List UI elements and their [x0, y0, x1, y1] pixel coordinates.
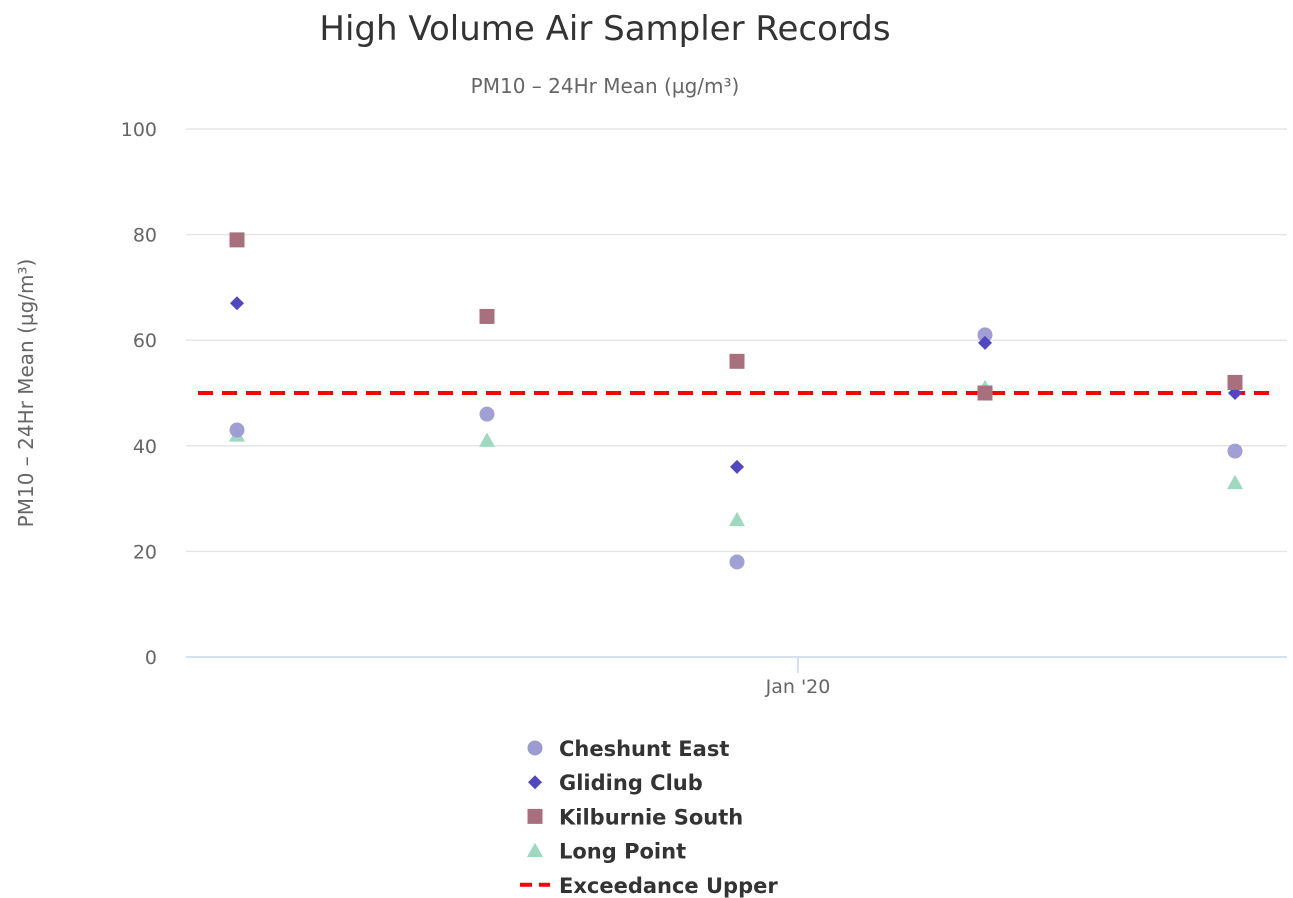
point-long-point-5: [1227, 474, 1243, 490]
point-kilburnie-south-4: [977, 385, 993, 401]
data-points: [229, 232, 1243, 570]
y-tick-0: 0: [145, 647, 157, 669]
y-tick-labels: 0 20 40 60 80 100: [121, 119, 157, 669]
chart-subtitle: PM10 – 24Hr Mean (µg/m³): [471, 74, 740, 98]
point-kilburnie-south-5: [1227, 374, 1243, 390]
legend-label-gliding-club: Gliding Club: [559, 771, 703, 795]
legend-label-kilburnie-south: Kilburnie South: [559, 805, 743, 829]
point-cheshunt-east-5: [1227, 443, 1243, 459]
point-cheshunt-east-1: [229, 422, 245, 438]
point-gliding-club-3: [730, 459, 744, 474]
y-tick-80: 80: [133, 225, 157, 247]
x-tick-label: Jan '20: [765, 676, 831, 698]
y-tick-60: 60: [133, 330, 157, 352]
point-gliding-club-4: [978, 335, 992, 350]
chart-title: High Volume Air Sampler Records: [319, 9, 890, 49]
point-kilburnie-south-2: [479, 308, 495, 324]
y-axis-title: PM10 – 24Hr Mean (µg/m³): [14, 259, 38, 528]
legend-label-exceedance-upper: Exceedance Upper: [559, 874, 778, 898]
legend[interactable]: Cheshunt East Gliding Club Kilburnie South…: [520, 737, 778, 898]
point-cheshunt-east-3: [729, 554, 745, 570]
point-long-point-3: [729, 511, 745, 527]
x-axis: Jan '20: [765, 657, 831, 698]
y-tick-40: 40: [133, 436, 157, 458]
y-tick-20: 20: [133, 541, 157, 563]
legend-symbol-gliding-club: [528, 775, 542, 790]
legend-symbol-cheshunt-east: [527, 740, 543, 756]
point-long-point-2: [479, 432, 495, 447]
point-kilburnie-south-3: [729, 353, 745, 369]
point-gliding-club-1: [230, 296, 244, 311]
point-kilburnie-south-1: [229, 232, 245, 248]
legend-label-cheshunt-east: Cheshunt East: [559, 737, 729, 761]
legend-symbol-long-point: [527, 842, 543, 857]
grid-lines: [186, 128, 1287, 658]
point-cheshunt-east-2: [479, 406, 495, 422]
legend-symbol-kilburnie-south: [527, 808, 543, 824]
y-tick-100: 100: [121, 119, 157, 141]
legend-label-long-point: Long Point: [559, 840, 686, 864]
point-cheshunt-east-4: [977, 327, 993, 343]
